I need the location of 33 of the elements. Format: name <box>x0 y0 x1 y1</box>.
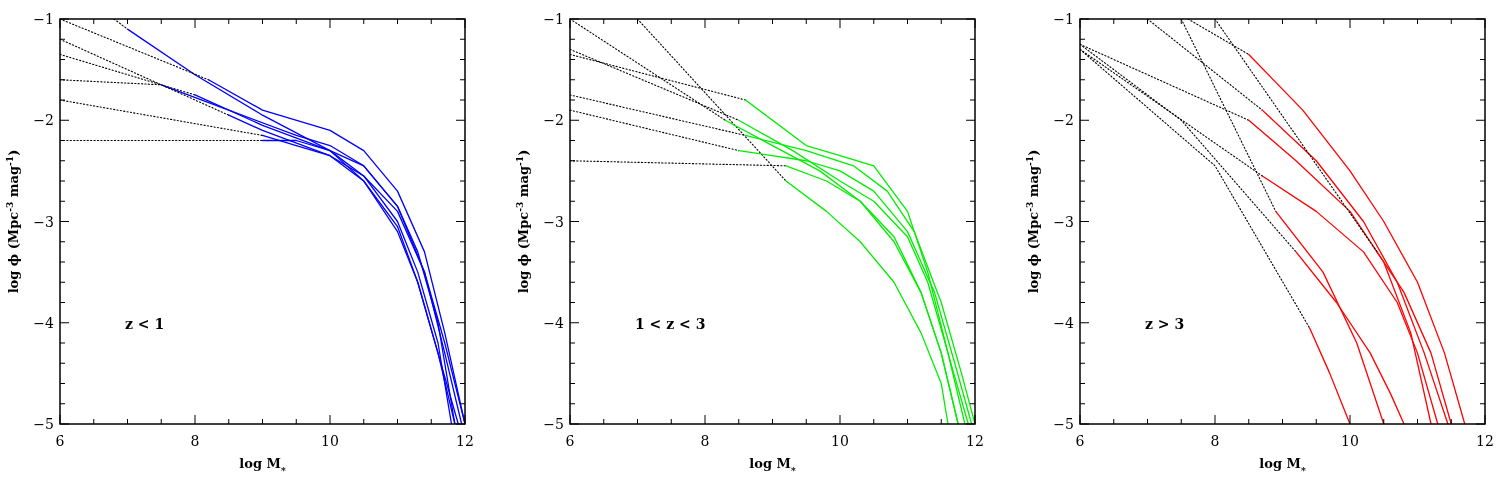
y-tick-label: −1 <box>543 11 564 27</box>
x-tick-label: 10 <box>831 433 849 449</box>
y-tick-label: −4 <box>1053 314 1075 331</box>
y-tick-label: −3 <box>33 213 54 230</box>
y-tick-label: −3 <box>543 213 564 230</box>
x-axis-title: log M$_{*}$ <box>749 456 796 476</box>
annotation: 1 < z < 3 <box>635 316 706 332</box>
y-tick-label: −1 <box>1053 11 1074 27</box>
y-tick-label: −5 <box>1053 416 1074 432</box>
x-tick-label: 8 <box>1210 433 1220 449</box>
x-tick-label: 12 <box>1476 433 1494 449</box>
x-tick-label: 6 <box>565 433 575 449</box>
y-tick-label: −5 <box>543 416 564 432</box>
annotation: z < 1 <box>125 316 165 332</box>
y-tick-label: −2 <box>543 112 564 129</box>
x-tick-label: 12 <box>966 433 984 449</box>
y-tick-label: −5 <box>33 416 54 432</box>
y-tick-label: −3 <box>1053 213 1074 230</box>
x-tick-label: 10 <box>321 433 339 449</box>
y-tick-label: −1 <box>33 11 54 27</box>
x-tick-label: 8 <box>190 433 200 449</box>
annotation: z > 3 <box>1145 316 1185 332</box>
x-axis-title: log M$_{*}$ <box>1259 456 1306 476</box>
y-tick-label: −2 <box>33 112 54 129</box>
y-tick-label: −4 <box>33 314 55 331</box>
x-tick-label: 6 <box>1075 433 1085 449</box>
x-tick-label: 10 <box>1341 433 1359 449</box>
x-tick-label: 6 <box>55 433 65 449</box>
x-axis-title: log M$_{*}$ <box>239 456 286 476</box>
x-tick-label: 8 <box>700 433 710 449</box>
y-tick-label: −2 <box>1053 112 1074 129</box>
y-tick-label: −4 <box>543 314 565 331</box>
x-tick-label: 12 <box>456 433 474 449</box>
